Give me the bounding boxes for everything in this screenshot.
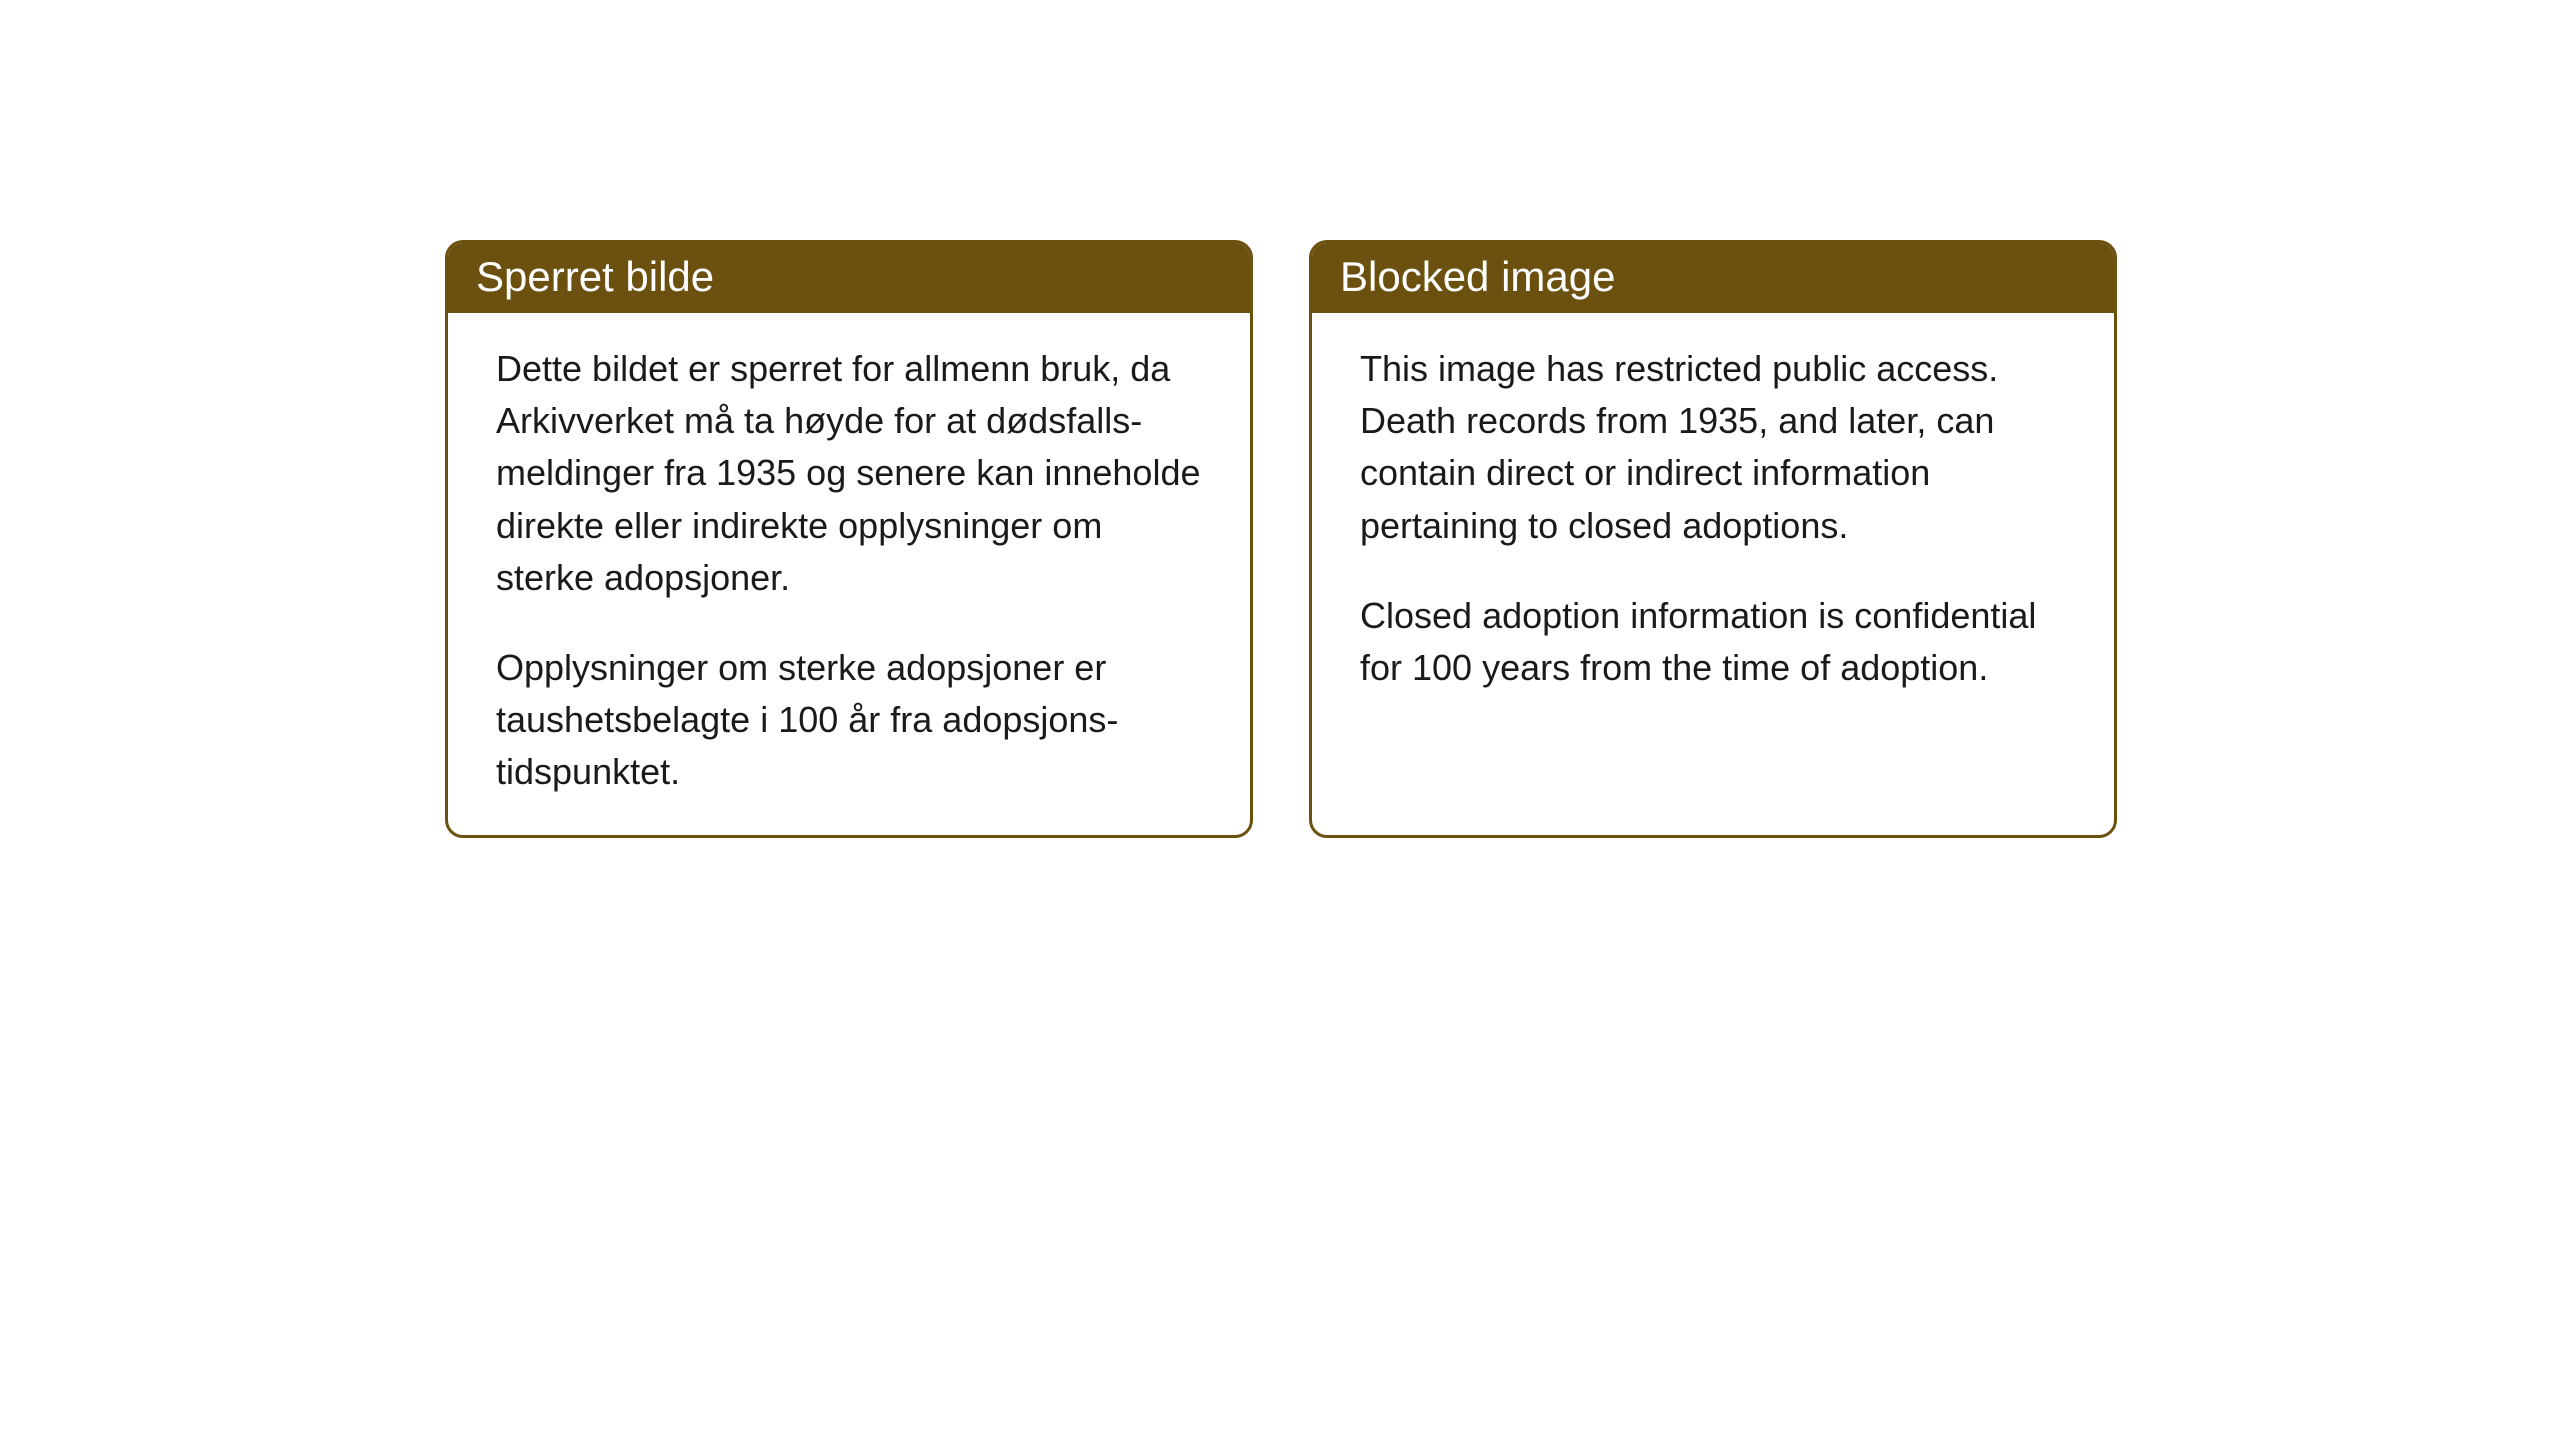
english-card-title: Blocked image: [1312, 243, 2114, 313]
norwegian-card: Sperret bilde Dette bildet er sperret fo…: [445, 240, 1253, 838]
english-paragraph-1: This image has restricted public access.…: [1360, 343, 2066, 552]
english-paragraph-2: Closed adoption information is confident…: [1360, 590, 2066, 694]
english-card: Blocked image This image has restricted …: [1309, 240, 2117, 838]
english-card-body: This image has restricted public access.…: [1312, 313, 2114, 730]
norwegian-card-title: Sperret bilde: [448, 243, 1250, 313]
cards-container: Sperret bilde Dette bildet er sperret fo…: [445, 240, 2117, 838]
norwegian-paragraph-2: Opplysninger om sterke adopsjoner er tau…: [496, 642, 1202, 799]
norwegian-paragraph-1: Dette bildet er sperret for allmenn bruk…: [496, 343, 1202, 604]
norwegian-card-body: Dette bildet er sperret for allmenn bruk…: [448, 313, 1250, 835]
